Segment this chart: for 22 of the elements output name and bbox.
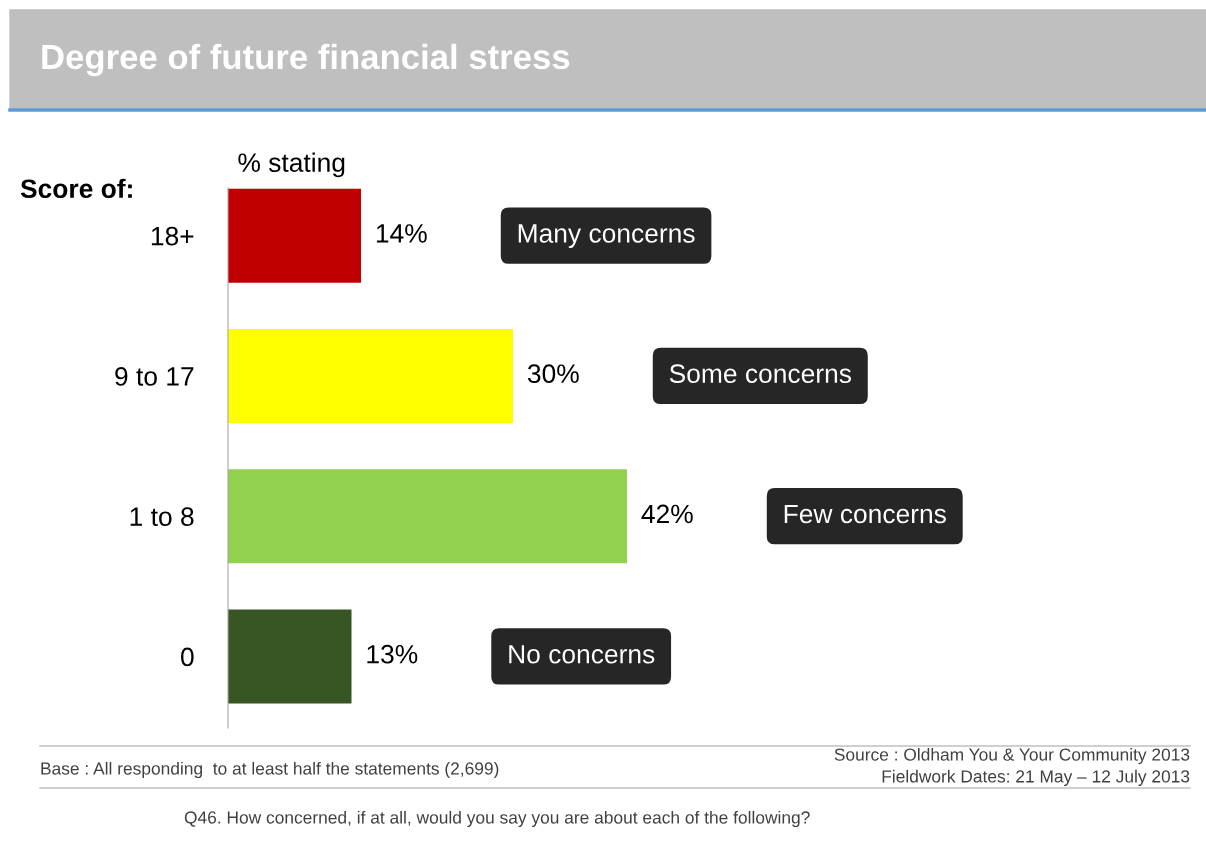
data-label: 13% (367, 644, 418, 664)
y-tick-label: 18+ (151, 226, 194, 246)
bar (228, 469, 627, 564)
text: Some concerns (669, 364, 851, 384)
bar (228, 188, 361, 283)
bar (228, 328, 513, 423)
text: Base : All responding to at least half the statements (2,699) (41, 761, 499, 779)
y-tick-label: 9 to 17 (115, 367, 194, 386)
x-axis-title: % stating (238, 152, 345, 178)
y-tick-label: 1 to 8 (130, 507, 194, 527)
annotation: Many concerns (518, 224, 695, 248)
data-label: 42% (641, 504, 693, 524)
chart-title: Degree of future financial stress (42, 43, 570, 77)
data-label: 14% (376, 224, 427, 243)
bar (228, 609, 352, 704)
data-label: 30% (527, 364, 579, 384)
text: Few concerns (784, 504, 946, 524)
annotation: No concerns (509, 645, 655, 664)
text: Q46. How concerned, if at all, would you say you are about each of the following? (184, 810, 810, 828)
y-tick-label: 0 (181, 647, 194, 667)
source-note: Source : Oldham You & Your Community 2013 Fieldwork Dates: 21 May – 12 July 2013 (834, 747, 1190, 787)
y-axis-title: Score of: (20, 178, 132, 199)
